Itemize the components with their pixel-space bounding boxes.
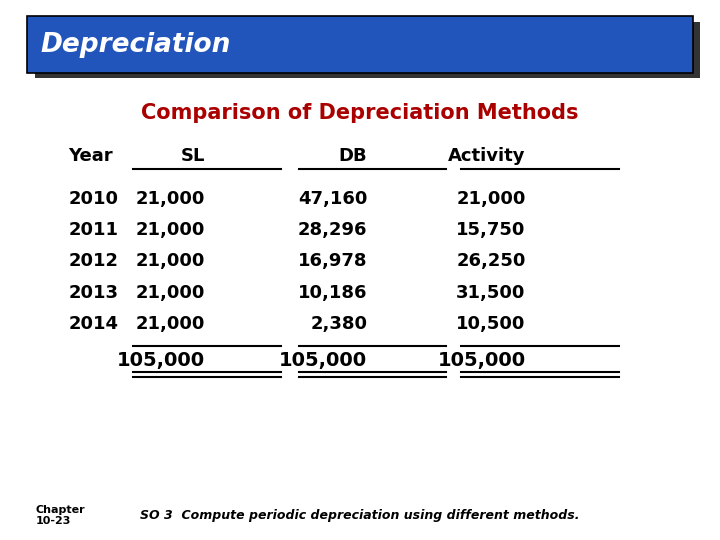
Text: SO 3  Compute periodic depreciation using different methods.: SO 3 Compute periodic depreciation using… bbox=[140, 509, 580, 522]
Text: 16,978: 16,978 bbox=[297, 252, 367, 271]
Text: SL: SL bbox=[181, 147, 205, 165]
Text: 31,500: 31,500 bbox=[456, 284, 526, 302]
Text: 21,000: 21,000 bbox=[136, 284, 205, 302]
Text: Year: Year bbox=[68, 147, 113, 165]
Text: 2012: 2012 bbox=[68, 252, 118, 271]
Text: 10,186: 10,186 bbox=[297, 284, 367, 302]
Text: 21,000: 21,000 bbox=[136, 252, 205, 271]
Text: 47,160: 47,160 bbox=[298, 190, 367, 208]
Text: 2014: 2014 bbox=[68, 315, 118, 333]
Text: 2013: 2013 bbox=[68, 284, 118, 302]
Text: Depreciation: Depreciation bbox=[40, 31, 230, 58]
Text: Activity: Activity bbox=[448, 147, 526, 165]
Text: 26,250: 26,250 bbox=[456, 252, 526, 271]
Text: Comparison of Depreciation Methods: Comparison of Depreciation Methods bbox=[141, 103, 579, 124]
Text: 21,000: 21,000 bbox=[136, 315, 205, 333]
Text: 2011: 2011 bbox=[68, 221, 118, 239]
Text: 2010: 2010 bbox=[68, 190, 118, 208]
Text: Chapter
10-23: Chapter 10-23 bbox=[36, 505, 86, 526]
Text: 21,000: 21,000 bbox=[136, 221, 205, 239]
Text: 105,000: 105,000 bbox=[279, 350, 367, 369]
Text: 21,000: 21,000 bbox=[136, 190, 205, 208]
Text: 105,000: 105,000 bbox=[438, 350, 526, 369]
Text: 2,380: 2,380 bbox=[310, 315, 367, 333]
Text: 28,296: 28,296 bbox=[297, 221, 367, 239]
Text: DB: DB bbox=[338, 147, 367, 165]
Text: 15,750: 15,750 bbox=[456, 221, 526, 239]
Text: 105,000: 105,000 bbox=[117, 350, 205, 369]
Text: 10,500: 10,500 bbox=[456, 315, 526, 333]
Text: 21,000: 21,000 bbox=[456, 190, 526, 208]
